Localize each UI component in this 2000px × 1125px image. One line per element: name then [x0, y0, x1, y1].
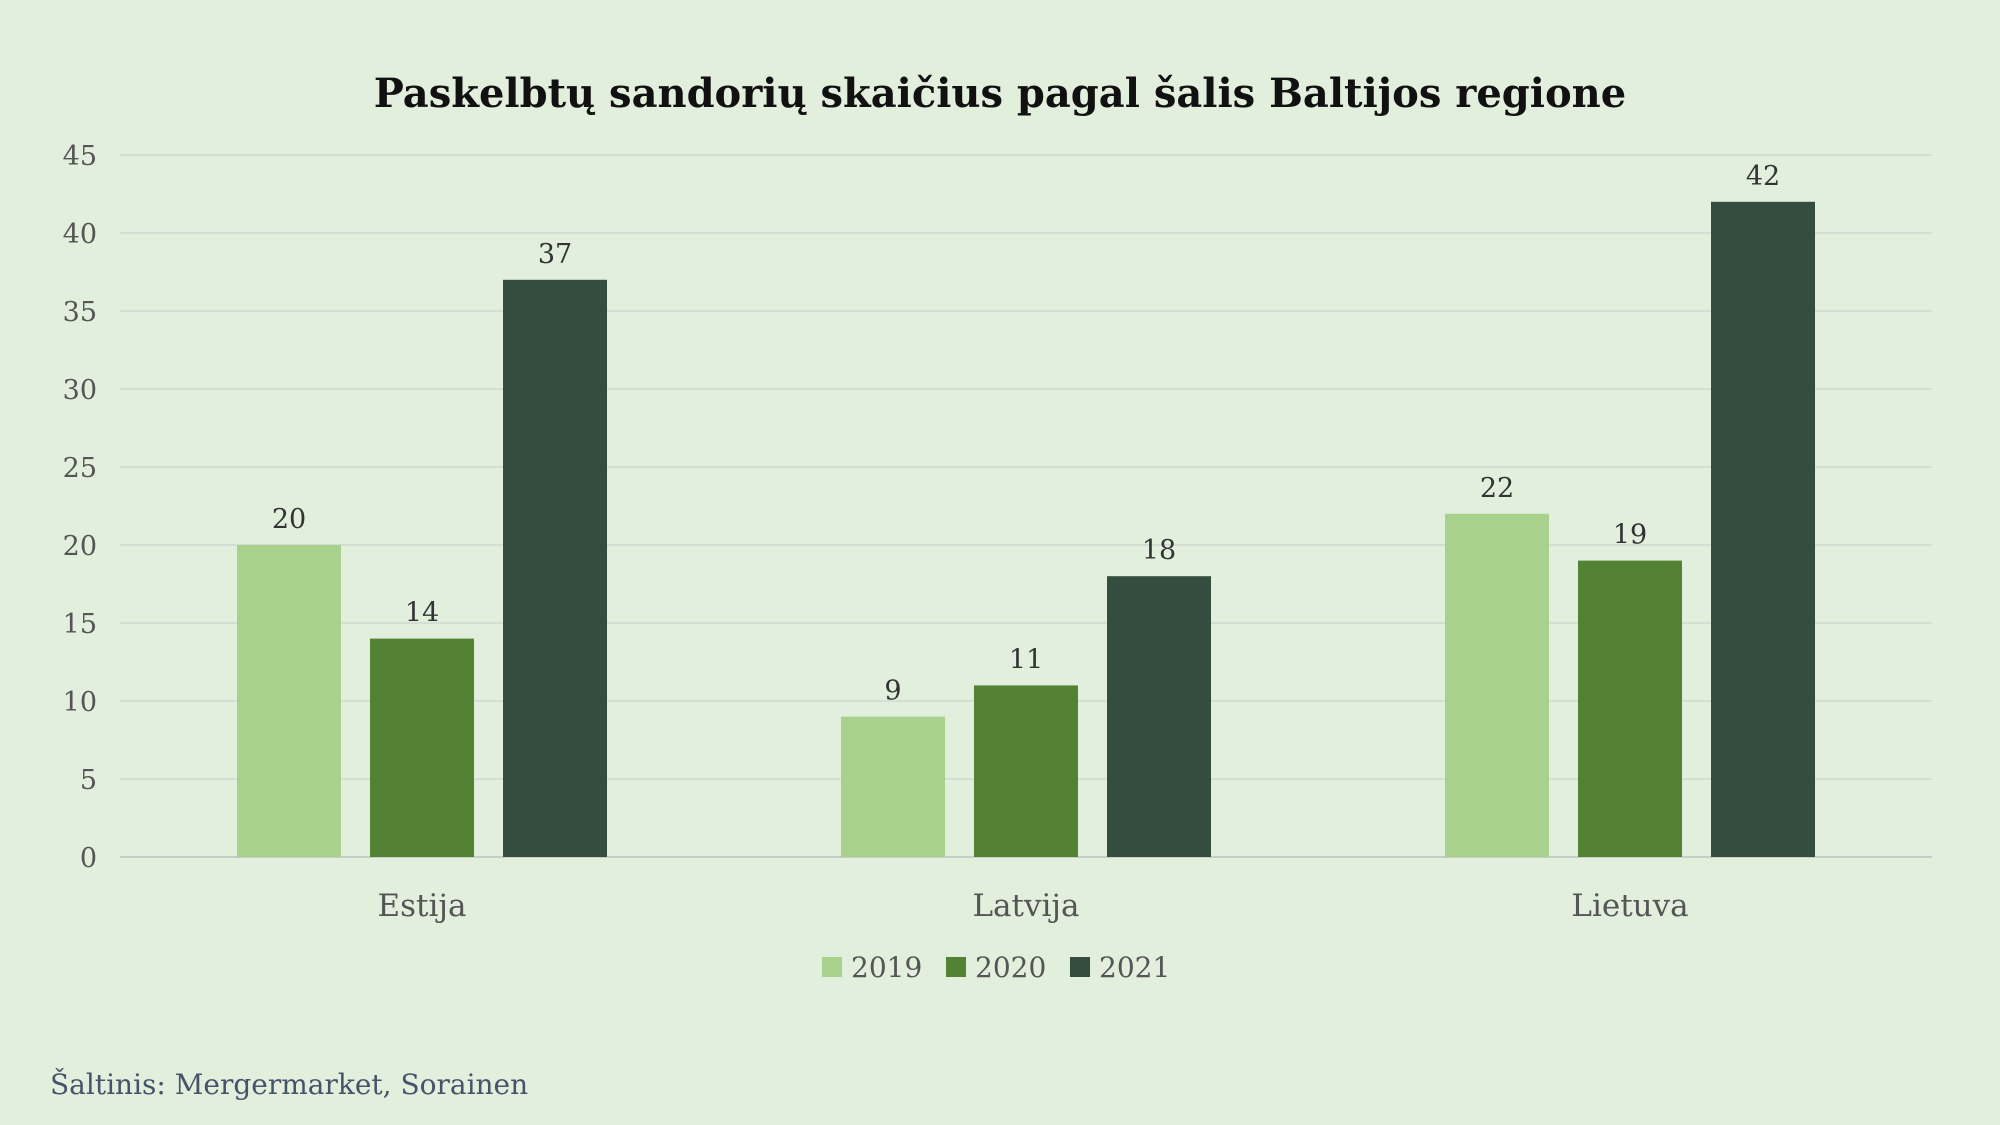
y-tick-label: 10: [63, 687, 97, 718]
bar-latvija-2020: [974, 685, 1078, 857]
data-label: 11: [1009, 644, 1043, 675]
y-tick-label: 45: [63, 141, 97, 172]
legend-label-2019: 2019: [851, 951, 922, 984]
y-tick-label: 15: [63, 609, 97, 640]
data-label: 42: [1746, 161, 1780, 192]
bar-lietuva-2021: [1711, 201, 1815, 858]
x-axis-ticks: Estija Latvija Lietuva: [377, 888, 1688, 924]
y-tick-label: 35: [63, 297, 97, 328]
bar-lietuva-2019: [1445, 513, 1549, 857]
x-tick-label-lietuva: Lietuva: [1571, 888, 1688, 924]
bar-latvija-2021: [1107, 576, 1211, 857]
legend-swatch-2020: [946, 957, 966, 977]
y-axis-ticks: 0 5 10 15 20 25 30 35 40 45: [63, 141, 97, 874]
bars: [237, 201, 1815, 858]
data-label: 19: [1613, 520, 1647, 551]
y-tick-label: 30: [63, 375, 97, 406]
data-labels: 20 14 37 9 11 18 22 19 42: [272, 161, 1780, 707]
legend-label-2020: 2020: [975, 951, 1046, 984]
y-tick-label: 20: [63, 531, 97, 562]
source-note: Šaltinis: Mergermarket, Sorainen: [50, 1068, 529, 1101]
data-label: 14: [405, 598, 439, 629]
legend-label-2021: 2021: [1099, 951, 1170, 984]
bar-latvija-2019: [841, 716, 945, 857]
y-tick-label: 5: [80, 765, 97, 796]
data-label: 22: [1480, 473, 1514, 504]
legend: 2019 2020 2021: [822, 951, 1170, 984]
bar-estija-2019: [237, 545, 341, 857]
bar-estija-2021: [503, 279, 607, 857]
data-label: 18: [1142, 535, 1176, 566]
bar-estija-2020: [370, 638, 474, 857]
data-label: 9: [884, 676, 901, 707]
y-tick-label: 25: [63, 453, 97, 484]
data-label: 37: [538, 239, 572, 270]
data-label: 20: [272, 504, 306, 535]
legend-swatch-2021: [1070, 957, 1090, 977]
x-tick-label-estija: Estija: [377, 888, 466, 924]
legend-swatch-2019: [822, 957, 842, 977]
y-tick-label: 0: [80, 843, 97, 874]
y-tick-label: 40: [63, 219, 97, 250]
x-tick-label-latvija: Latvija: [972, 888, 1079, 924]
chart-title: Paskelbtų sandorių skaičius pagal šalis …: [374, 70, 1626, 117]
bar-lietuva-2020: [1578, 560, 1682, 857]
